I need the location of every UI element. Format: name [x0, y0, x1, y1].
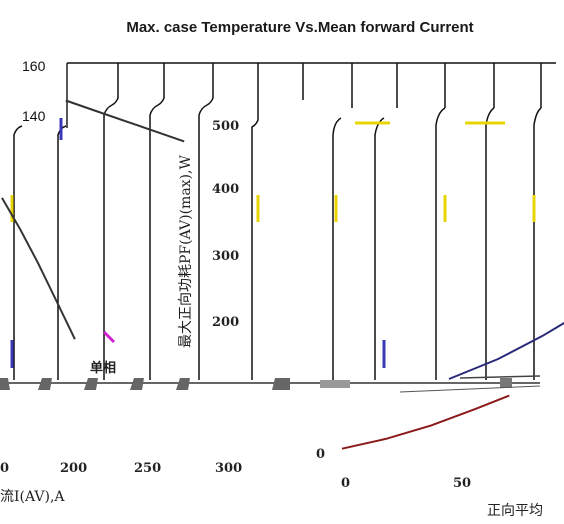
left-x-axis-title: 流I(AV),A — [0, 489, 65, 505]
y-tick-140: 140 — [22, 108, 46, 124]
annotation-label: 单相 — [90, 360, 116, 376]
series-line-0-1 — [1, 197, 76, 340]
right-y-tick-500: 500 — [212, 119, 239, 134]
gridline — [206, 63, 214, 106]
series-line-1-1 — [448, 321, 564, 380]
gridline — [111, 63, 119, 106]
right-y-tick-400: 400 — [212, 182, 239, 197]
gridline — [149, 104, 159, 380]
gridline — [251, 63, 259, 140]
left-x-tick-300: 300 — [215, 461, 242, 476]
right-x-tick-0: 0 — [341, 476, 350, 491]
left-x-tick-200: 200 — [60, 461, 87, 476]
right-x-tick-50: 50 — [453, 476, 471, 491]
left-x-tick-250: 250 — [134, 461, 161, 476]
gridline — [332, 117, 342, 380]
gridline — [157, 63, 165, 106]
gridline — [103, 104, 113, 380]
gridline — [533, 107, 542, 380]
right-x-axis-title: 正向平均 — [487, 503, 543, 519]
right-y-axis-title: 最大正向功耗PF(AV)(max),W — [178, 155, 194, 348]
left-x-tick-0: 0 — [0, 461, 9, 476]
gridline — [13, 125, 23, 380]
gridline — [374, 117, 385, 380]
gridline — [435, 107, 446, 380]
glitch-band — [0, 375, 541, 393]
gridline — [198, 104, 208, 380]
right-y-tick-0: 0 — [316, 447, 325, 462]
chart-title: Max. case Temperature Vs.Mean forward Cu… — [126, 19, 473, 36]
right-y-tick-200: 200 — [212, 315, 239, 330]
series-layer — [1, 99, 564, 450]
right-y-tick-300: 300 — [212, 249, 239, 264]
gridline — [485, 107, 495, 380]
y-tick-160: 160 — [22, 58, 46, 74]
artifact-streaks — [10, 118, 536, 368]
series-line-1-0 — [341, 394, 510, 450]
gridline — [57, 125, 67, 380]
series-line-0-0 — [65, 99, 185, 143]
artifact-dot — [102, 330, 116, 344]
background-frame — [66, 62, 556, 128]
